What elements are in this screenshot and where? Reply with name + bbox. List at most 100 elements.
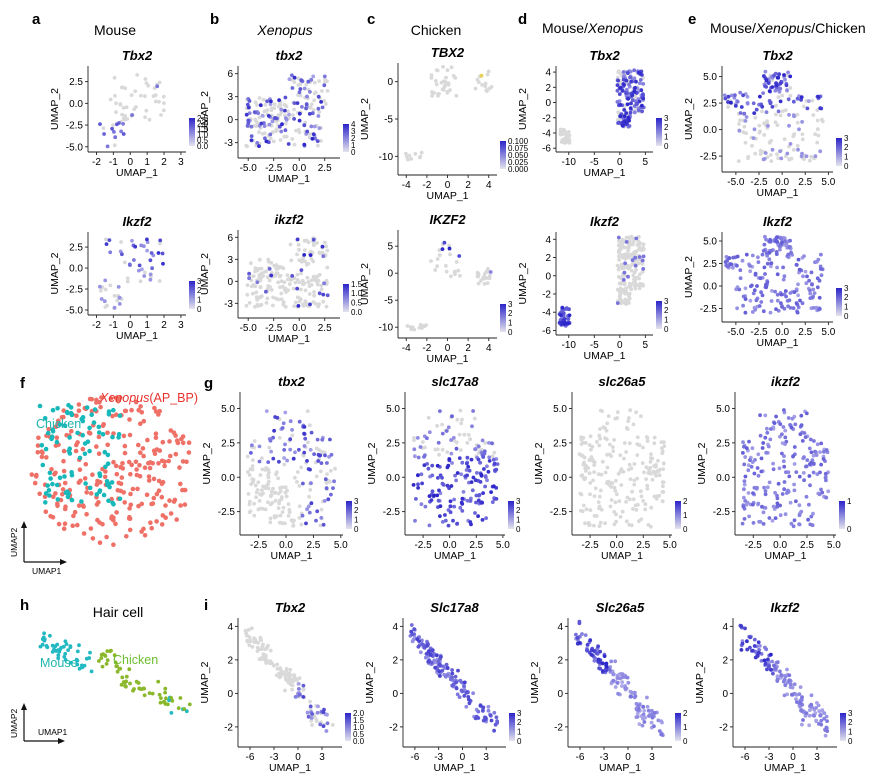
f-point-xenopus xyxy=(29,472,35,477)
point-c1 xyxy=(445,90,450,95)
f-point-xenopus xyxy=(138,404,143,409)
f-point-chicken xyxy=(50,481,55,487)
point-g4 xyxy=(748,458,752,462)
point-g2 xyxy=(440,481,445,486)
point-d2 xyxy=(621,278,626,282)
point-b2 xyxy=(291,286,296,291)
point-g1 xyxy=(329,492,333,497)
point-e1 xyxy=(729,93,734,98)
point-d1 xyxy=(636,108,641,113)
point-g4 xyxy=(771,461,775,466)
point-g4 xyxy=(807,502,811,507)
y-tick-label-a2-2: -2.5 xyxy=(66,285,84,296)
panel-i1: Tbx2-6 -3 0 3420-2UMAP_1UMAP_22.01.51.00.50… xyxy=(199,600,365,774)
x-tick-label-g2-1: 0.0 xyxy=(443,540,457,551)
point-b1 xyxy=(298,87,303,91)
colorbar-label-i3-0: 2 xyxy=(683,709,688,718)
point-i4 xyxy=(807,713,812,718)
point-i2 xyxy=(456,668,460,673)
h-point xyxy=(109,648,113,653)
point-b1 xyxy=(277,98,281,102)
point-i2 xyxy=(486,708,491,713)
point-g3 xyxy=(632,462,637,466)
point-c2 xyxy=(458,273,462,278)
point-e1 xyxy=(804,154,809,159)
point-b1 xyxy=(304,102,309,107)
point-g3 xyxy=(635,476,640,481)
point-g3 xyxy=(579,508,583,513)
point-i1 xyxy=(330,723,335,727)
point-d2 xyxy=(641,254,646,259)
point-g3 xyxy=(612,485,617,490)
f-point-xenopus xyxy=(95,517,100,523)
y-tick-label-i1-2: 0 xyxy=(227,689,233,700)
y-tick-label-d2-5: -6 xyxy=(542,326,551,337)
point-i4 xyxy=(778,669,782,674)
point-b2 xyxy=(309,278,314,283)
point-b2 xyxy=(276,266,280,271)
point-g2 xyxy=(478,460,482,465)
y-axis-label-g4: UMAP_2 xyxy=(696,442,708,484)
point-i1 xyxy=(310,712,314,716)
f-point-xenopus xyxy=(166,458,171,464)
x-tick-label-g4-0: -2.5 xyxy=(745,540,763,551)
point-g2 xyxy=(480,438,485,443)
point-c2 xyxy=(485,281,490,285)
point-e2 xyxy=(767,250,772,255)
point-g4 xyxy=(780,451,784,456)
f-point-xenopus xyxy=(150,461,155,466)
point-b2 xyxy=(245,283,250,288)
point-b1 xyxy=(316,114,321,118)
colorbar-label-c2-0: 3 xyxy=(508,300,513,309)
f-point-xenopus xyxy=(74,442,79,448)
f-point-xenopus xyxy=(138,421,143,427)
y-tick-label-b2-0: 6 xyxy=(227,233,233,244)
point-e1 xyxy=(787,157,791,162)
point-c2 xyxy=(444,269,449,274)
point-d1 xyxy=(558,127,563,132)
point-b2 xyxy=(278,285,282,290)
f-point-chicken xyxy=(105,461,111,467)
point-i2 xyxy=(483,715,488,720)
point-c1 xyxy=(483,81,488,86)
point-i4 xyxy=(819,722,824,727)
point-g3 xyxy=(607,482,612,487)
point-d1 xyxy=(620,123,625,128)
point-g1 xyxy=(263,507,268,512)
point-g3 xyxy=(639,414,643,419)
point-e1 xyxy=(775,152,779,157)
point-g4 xyxy=(770,518,775,523)
point-g1 xyxy=(288,419,293,424)
x-tick-label-e1-2: 0.0 xyxy=(775,177,789,188)
point-i4 xyxy=(767,660,771,665)
colorbar-b1 xyxy=(343,124,349,152)
point-g3 xyxy=(613,416,618,421)
point-g3 xyxy=(622,456,626,461)
point-b2 xyxy=(247,276,252,281)
point-g2 xyxy=(486,469,491,474)
point-g4 xyxy=(741,451,745,455)
point-e1 xyxy=(811,113,816,117)
f-point-chicken xyxy=(66,402,71,408)
point-c1 xyxy=(446,82,451,87)
y-tick-label-a2-3: -5.0 xyxy=(66,305,84,316)
h-point xyxy=(68,660,73,665)
point-i1 xyxy=(301,695,306,699)
point-e1 xyxy=(770,85,775,89)
f-point-xenopus xyxy=(108,396,114,401)
f-point-chicken xyxy=(117,496,123,502)
point-i4 xyxy=(762,658,767,663)
point-e1 xyxy=(735,99,740,104)
point-g1 xyxy=(252,513,257,518)
f-point-xenopus xyxy=(105,442,110,448)
h-point xyxy=(40,637,45,641)
colorbar-e1 xyxy=(836,138,842,166)
point-i2 xyxy=(423,655,428,660)
point-b1 xyxy=(252,110,257,114)
point-g1 xyxy=(276,506,281,510)
point-b1 xyxy=(265,108,270,112)
point-g4 xyxy=(811,511,815,516)
h-point xyxy=(167,698,171,703)
point-d2 xyxy=(616,249,621,254)
